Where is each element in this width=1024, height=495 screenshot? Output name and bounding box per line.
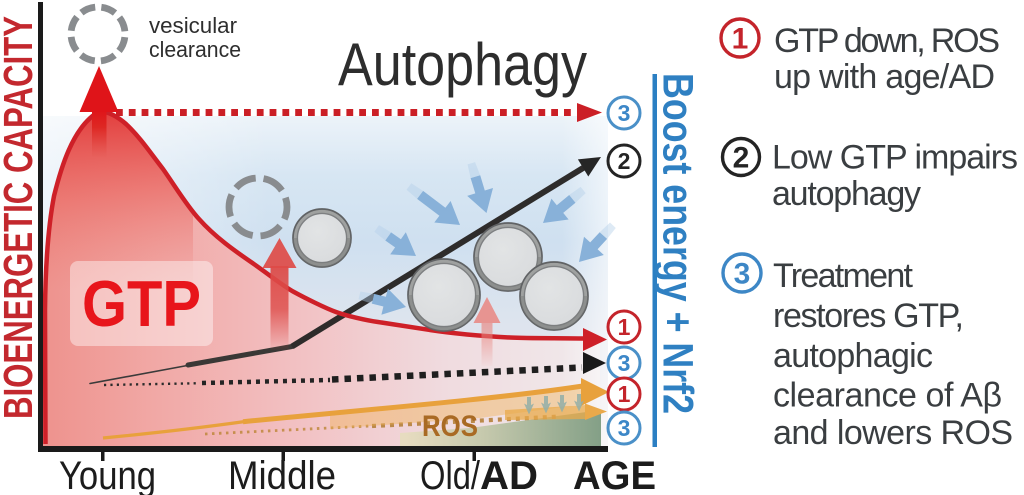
svg-text:clearance of Aβ: clearance of Aβ bbox=[773, 377, 1002, 415]
svg-text:clearance: clearance bbox=[149, 37, 241, 62]
svg-text:GTP down, ROS: GTP down, ROS bbox=[774, 22, 1000, 60]
svg-text:restores GTP,: restores GTP, bbox=[773, 297, 964, 335]
svg-text:Young: Young bbox=[59, 454, 156, 495]
svg-text:1: 1 bbox=[732, 23, 749, 56]
svg-text:Old/: Old/ bbox=[420, 454, 481, 495]
svg-text:2: 2 bbox=[618, 148, 631, 174]
svg-text:up with age/AD: up with age/AD bbox=[774, 58, 995, 96]
svg-text:autophagic: autophagic bbox=[773, 337, 933, 375]
svg-text:3: 3 bbox=[618, 415, 631, 441]
svg-text:GTP: GTP bbox=[82, 267, 201, 340]
svg-text:ROS: ROS bbox=[422, 410, 478, 443]
svg-text:3: 3 bbox=[618, 100, 631, 126]
svg-text:3: 3 bbox=[734, 258, 751, 291]
svg-text:3: 3 bbox=[618, 350, 631, 376]
svg-text:1: 1 bbox=[618, 381, 631, 407]
svg-text:AD: AD bbox=[480, 454, 538, 495]
svg-text:AGE: AGE bbox=[573, 454, 656, 495]
svg-text:Low GTP impairs: Low GTP impairs bbox=[772, 139, 1018, 177]
svg-text:and lowers ROS: and lowers ROS bbox=[773, 414, 1013, 452]
svg-text:2: 2 bbox=[733, 142, 750, 175]
svg-text:Boost energy + Nrf2: Boost energy + Nrf2 bbox=[654, 73, 702, 414]
svg-text:Autophagy: Autophagy bbox=[338, 31, 587, 98]
svg-text:autophagy: autophagy bbox=[772, 175, 921, 213]
svg-text:Middle: Middle bbox=[228, 454, 336, 495]
svg-text:1: 1 bbox=[618, 314, 631, 340]
svg-text:BIOENERGETIC CAPACITY: BIOENERGETIC CAPACITY bbox=[0, 16, 41, 419]
svg-text:Treatment: Treatment bbox=[773, 257, 914, 295]
svg-text:vesicular: vesicular bbox=[149, 13, 237, 38]
